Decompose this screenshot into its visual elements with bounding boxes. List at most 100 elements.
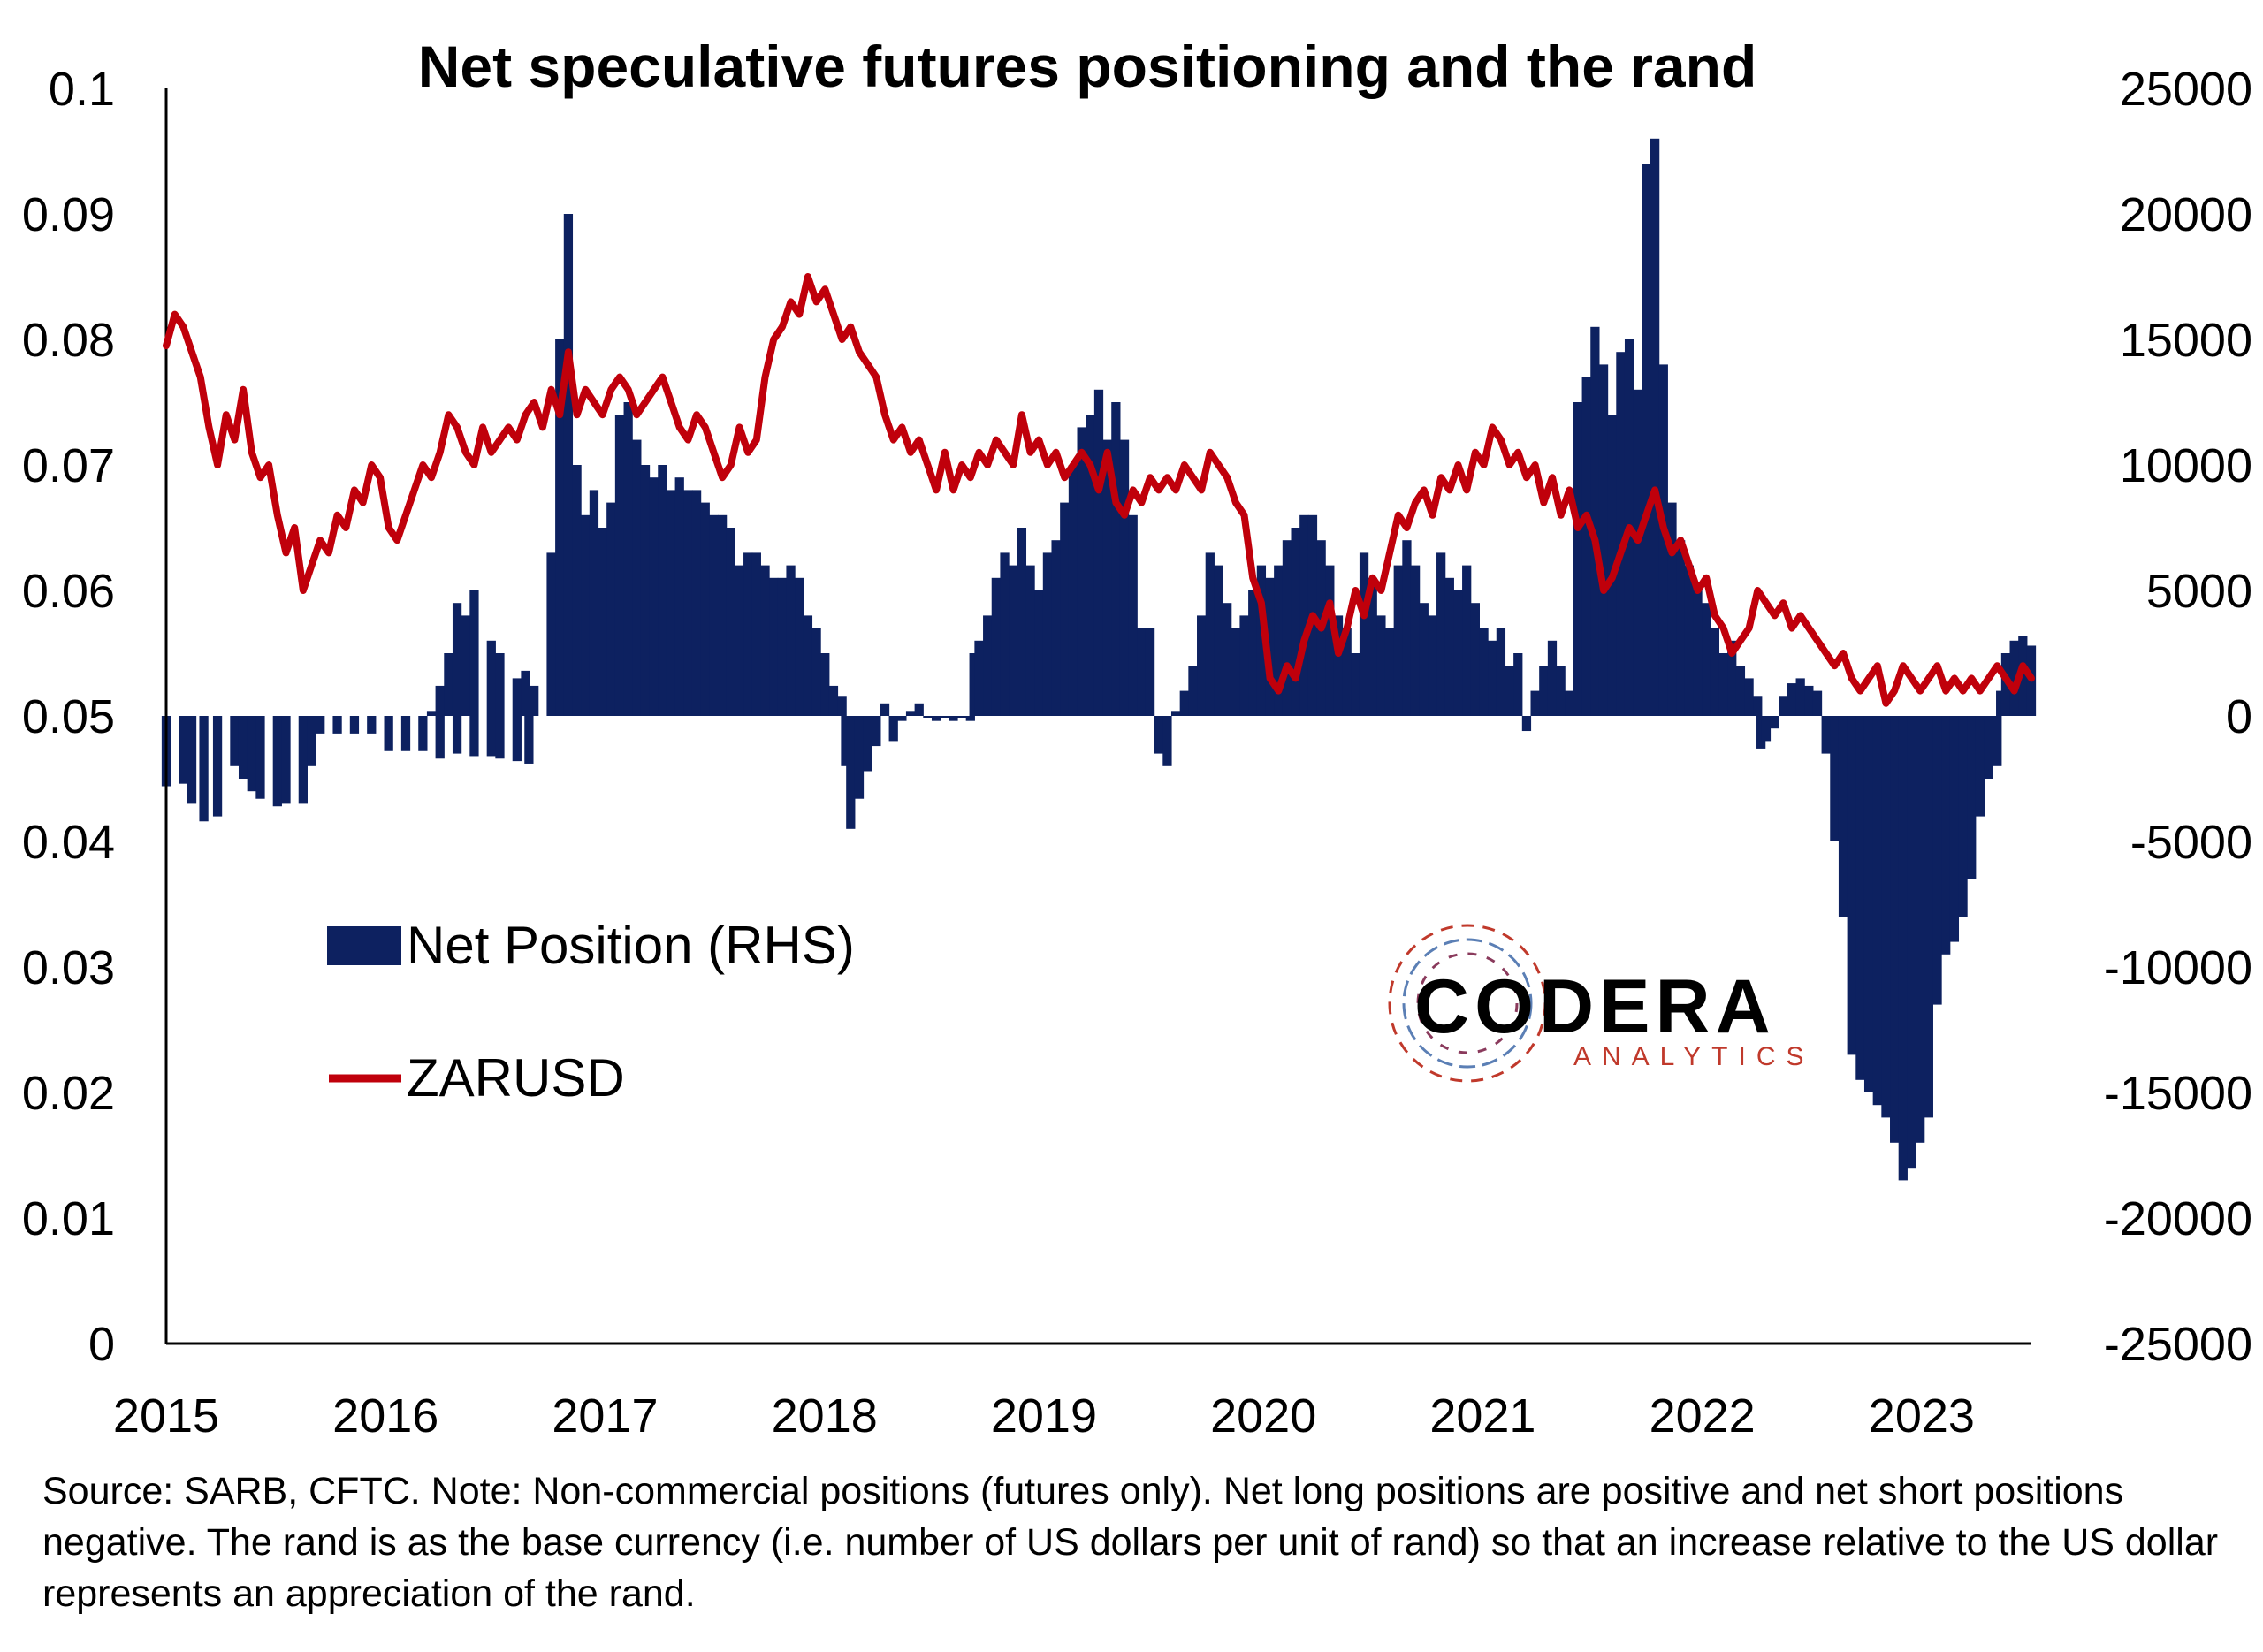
net-position-bar [726, 528, 735, 716]
right-tick-label: 20000 [2120, 188, 2252, 241]
net-position-bar [1547, 640, 1558, 716]
net-position-bar [1658, 364, 1668, 716]
net-position-bar [674, 477, 684, 716]
net-position-bar [880, 703, 890, 716]
left-tick-label: 0.03 [22, 941, 115, 994]
net-position-bar [691, 490, 702, 716]
net-position-bar [735, 565, 744, 716]
net-position-bar [1795, 678, 1805, 716]
net-position-bar [1000, 552, 1010, 716]
net-position-bar [1325, 565, 1335, 716]
net-position-bar [1513, 653, 1523, 716]
net-position-bar [1239, 615, 1249, 716]
net-position-bar [298, 716, 308, 804]
net-position-bar [940, 716, 949, 718]
net-position-bar [426, 711, 437, 716]
net-position-bar [1368, 577, 1377, 716]
net-position-bar [1248, 590, 1258, 716]
net-position-bar [777, 577, 788, 716]
net-position-bar [212, 716, 223, 817]
net-position-bar [1376, 615, 1386, 716]
net-position-bar [717, 514, 728, 716]
net-position-bar [1351, 653, 1360, 716]
net-position-bar [1607, 415, 1617, 716]
net-position-bar [1530, 690, 1540, 716]
left-tick-label: 0 [88, 1318, 115, 1371]
left-tick-label: 0.02 [22, 1067, 115, 1120]
net-position-bar [923, 716, 933, 718]
net-position-bar [1444, 577, 1454, 716]
net-position-bar [1830, 716, 1840, 841]
net-position-bar [1436, 552, 1446, 716]
right-tick-label: 25000 [2120, 63, 2252, 116]
x-tick-label: 2023 [1869, 1389, 1975, 1443]
net-position-bar [1419, 603, 1429, 716]
net-position-bar [1214, 565, 1223, 716]
net-position-bar [1145, 628, 1155, 716]
net-position-bar [811, 628, 821, 716]
net-position-bar [1009, 565, 1018, 716]
zarusd-line [163, 273, 2035, 707]
net-position-bar [1590, 326, 1600, 716]
net-position-bar [957, 716, 967, 718]
net-position-bar [1744, 678, 1754, 716]
net-position-bar [1410, 565, 1421, 716]
net-position-bar [2009, 640, 2019, 716]
net-position-bar [1068, 465, 1078, 716]
net-position-bar [1756, 716, 1766, 749]
net-position-bar [1581, 377, 1591, 716]
net-position-bar [760, 565, 770, 716]
net-position-bar [367, 716, 377, 734]
net-position-bar [1770, 716, 1779, 729]
net-position-bar [1642, 164, 1651, 716]
net-position-bar [1667, 502, 1677, 716]
right-tick-label: -25000 [2104, 1318, 2252, 1371]
net-position-bar [572, 465, 582, 716]
net-position-bar [795, 577, 804, 716]
net-position-bar [1197, 615, 1207, 716]
net-position-bar [1996, 690, 2006, 716]
net-position-bar [563, 214, 574, 716]
net-position-bar [769, 577, 779, 716]
net-position-bar [281, 716, 291, 804]
net-position-bar [1565, 690, 1574, 716]
net-position-bar [709, 514, 719, 716]
net-position-bar [1188, 666, 1198, 716]
net-position-bar [700, 502, 710, 716]
net-position-bar [2000, 653, 2011, 716]
net-position-bar [606, 502, 616, 716]
left-tick-label: 0.1 [49, 63, 115, 116]
net-position-bar [1119, 439, 1130, 716]
net-position-bar [452, 603, 462, 716]
net-position-bar [1137, 628, 1147, 716]
net-position-bar [179, 716, 188, 784]
logo-subtitle: ANALYTICS [1573, 1042, 1815, 1071]
net-position-bar [1291, 528, 1300, 716]
net-position-bar [238, 716, 248, 779]
x-tick-label: 2022 [1650, 1389, 1756, 1443]
net-position-bar [581, 514, 591, 716]
net-position-bar [649, 477, 659, 716]
net-position-bar [230, 716, 240, 766]
net-position-bar [1958, 716, 1968, 917]
net-position-bar [1702, 603, 1711, 716]
net-position-bar [751, 552, 761, 716]
axes [164, 88, 2031, 1345]
net-position-bar [272, 716, 282, 807]
left-tick-label: 0.01 [22, 1192, 115, 1245]
net-position-bar [1855, 716, 1865, 1080]
net-position-bar [1179, 690, 1189, 716]
x-axis-ticks: 2015 2016 2017 2018 2019 2020 2021 2022 2023 [113, 1389, 1975, 1443]
net-position-bar [1274, 565, 1284, 716]
net-position-bar [495, 716, 505, 759]
net-position-bar [969, 653, 979, 716]
net-position-bar [1393, 565, 1403, 716]
net-position-bar [1650, 138, 1660, 717]
net-position-bar [187, 716, 197, 804]
net-position-bar [1223, 603, 1232, 716]
net-position-bar [1932, 716, 1942, 1005]
net-position-bar [1812, 690, 1823, 716]
net-position-bar [846, 716, 856, 829]
net-position-bar [332, 716, 342, 734]
